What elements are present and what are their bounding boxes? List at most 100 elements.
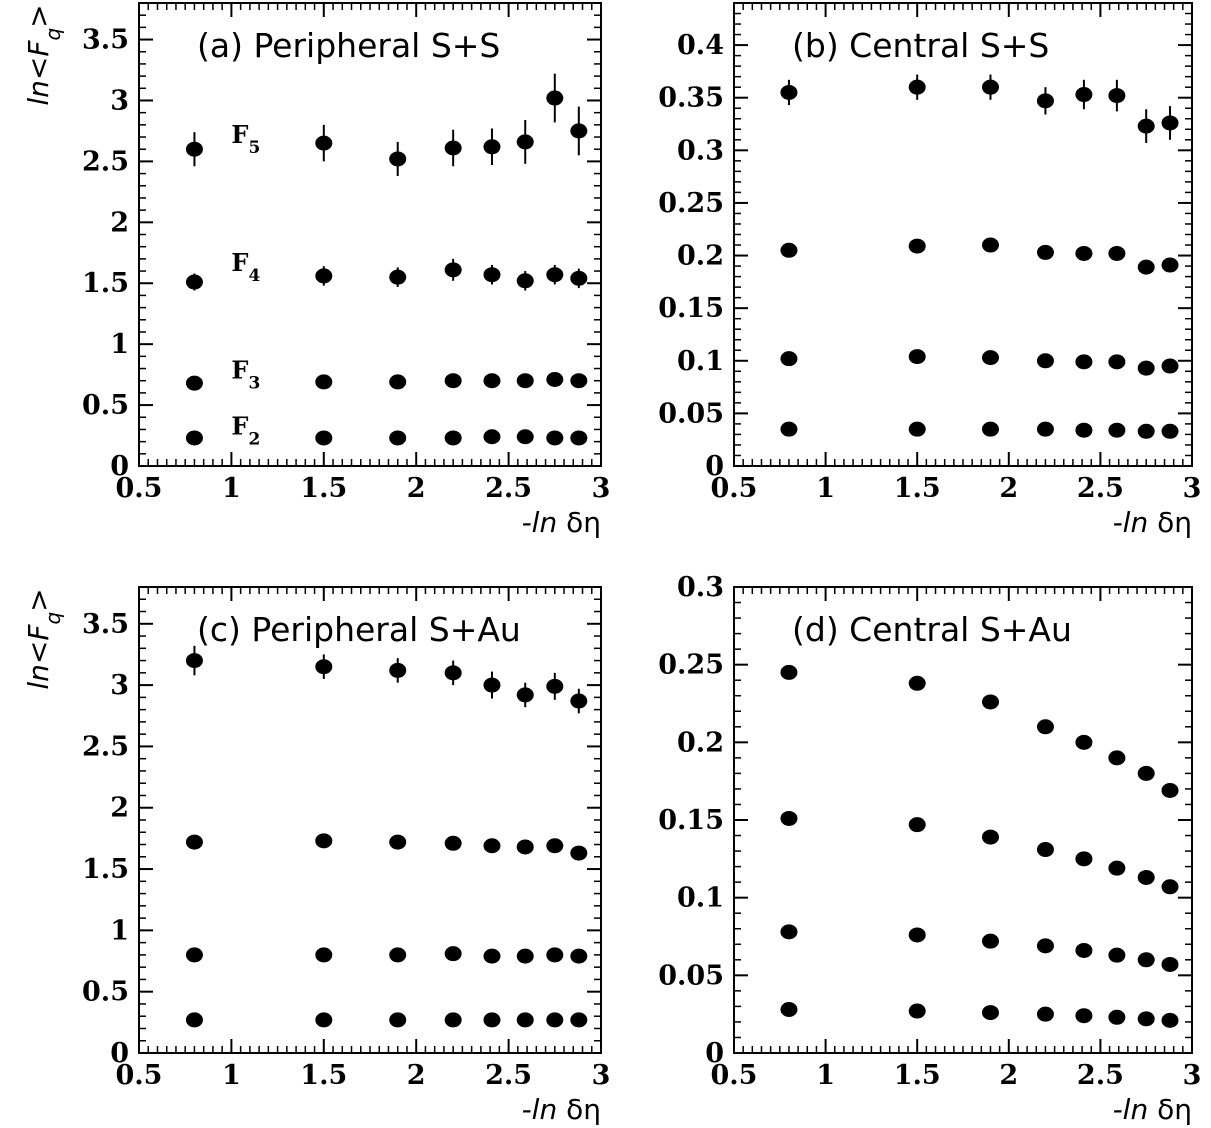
data-point <box>981 829 999 845</box>
x-tick-label: 1.5 <box>894 473 941 504</box>
y-tick-label: 0.25 <box>658 188 724 219</box>
data-point <box>570 948 588 964</box>
x-tick-label: 2 <box>999 1060 1018 1091</box>
series-series-0 <box>780 1002 1179 1028</box>
series-label-sub: 4 <box>248 266 260 286</box>
y-tick-label: 3.5 <box>82 609 129 640</box>
x-tick-label: 0.5 <box>711 473 758 504</box>
panel-c: 0.5 1 1.5 2 2.5 300.511.522.533.5 (c) Peripher… <box>22 586 610 1126</box>
series-label-sub: 2 <box>248 429 260 449</box>
x-axis-label-var: δη <box>1157 1093 1192 1126</box>
data-point <box>1036 938 1054 954</box>
series-label-main: F <box>231 248 248 277</box>
data-point <box>389 269 407 285</box>
data-point <box>1075 851 1093 867</box>
data-point <box>185 141 203 157</box>
data-point <box>981 933 999 949</box>
data-point <box>516 429 534 445</box>
y-tick-label: 0.5 <box>82 390 129 421</box>
series-series-2 <box>780 810 1179 895</box>
x-tick-label: 2.5 <box>485 1060 532 1091</box>
data-point <box>981 1005 999 1021</box>
series-series-1 <box>185 946 588 964</box>
data-point <box>546 430 564 446</box>
data-point <box>516 839 534 855</box>
data-point <box>1161 1012 1179 1028</box>
x-axis-label: -ln δη <box>1113 1093 1192 1126</box>
data-point <box>389 1012 407 1028</box>
y-tick-label: 0 <box>705 1038 724 1069</box>
y-axis-label-main: ln<F <box>22 40 55 106</box>
data-point <box>780 664 798 680</box>
data-point <box>1161 423 1179 439</box>
data-point <box>908 421 926 437</box>
series-label: F4 <box>231 248 260 286</box>
y-axis-label-main: ln<F <box>22 624 55 690</box>
series-f3 <box>185 371 588 391</box>
data-point <box>570 270 588 286</box>
y-tick-label: 0.15 <box>658 805 724 836</box>
data-point <box>315 833 333 849</box>
series-series-3 <box>185 645 588 714</box>
data-point <box>908 79 926 95</box>
data-point <box>1108 860 1126 876</box>
x-tick-label: 2 <box>407 473 426 504</box>
y-axis-label-close: > <box>22 588 55 611</box>
data-point <box>444 430 462 446</box>
data-point <box>1137 423 1155 439</box>
data-point <box>780 1002 798 1018</box>
y-tick-label: 2 <box>110 207 129 238</box>
y-tick-label: 3 <box>110 85 129 116</box>
data-point <box>516 948 534 964</box>
data-point <box>780 924 798 940</box>
y-tick-label: 0.3 <box>677 135 724 166</box>
x-axis-label-fn: -ln <box>1113 506 1158 539</box>
y-axis-label-close: > <box>22 4 55 27</box>
panel-title: (b) Central S+S <box>792 26 1049 65</box>
plot-frame <box>733 2 1193 467</box>
y-tick-label: 0.15 <box>658 293 724 324</box>
data-point <box>908 817 926 833</box>
y-tick-label: 0.2 <box>677 241 724 272</box>
data-point <box>546 267 564 283</box>
data-point <box>981 421 999 437</box>
y-tick-label: 0.1 <box>677 883 724 914</box>
y-tick-label: 0.2 <box>677 727 724 758</box>
data-point <box>483 948 501 964</box>
data-point <box>1137 118 1155 134</box>
data-point <box>1108 245 1126 261</box>
y-tick-label: 1 <box>110 329 129 360</box>
y-axis-label: ln<Fq> <box>22 4 65 105</box>
data-point <box>185 653 203 669</box>
data-point <box>315 374 333 390</box>
data-point <box>444 262 462 278</box>
data-point <box>1075 942 1093 958</box>
y-tick-label: 2.5 <box>82 731 129 762</box>
data-point <box>546 1012 564 1028</box>
y-axis-label: ln<Fq> <box>22 588 65 689</box>
data-point <box>315 947 333 963</box>
data-point <box>389 947 407 963</box>
series-label: F3 <box>231 355 260 393</box>
data-point <box>185 430 203 446</box>
data-point <box>780 351 798 367</box>
data-point <box>908 927 926 943</box>
data-point <box>185 1012 203 1028</box>
x-tick-label: 1 <box>222 1060 241 1091</box>
data-point <box>981 237 999 253</box>
panel-title: (c) Peripheral S+Au <box>197 610 521 649</box>
data-point <box>1108 354 1126 370</box>
data-point <box>1075 87 1093 103</box>
data-point <box>516 134 534 150</box>
data-point <box>444 140 462 156</box>
plot-frame <box>138 2 602 467</box>
data-point <box>1036 353 1054 369</box>
x-tick-label: 2.5 <box>1077 1060 1124 1091</box>
x-axis-label-fn: -ln <box>522 1093 567 1126</box>
data-point <box>185 375 203 391</box>
data-point <box>908 238 926 254</box>
series-f5 <box>185 73 588 177</box>
x-tick-label: 2.5 <box>1077 473 1124 504</box>
data-point <box>389 834 407 850</box>
